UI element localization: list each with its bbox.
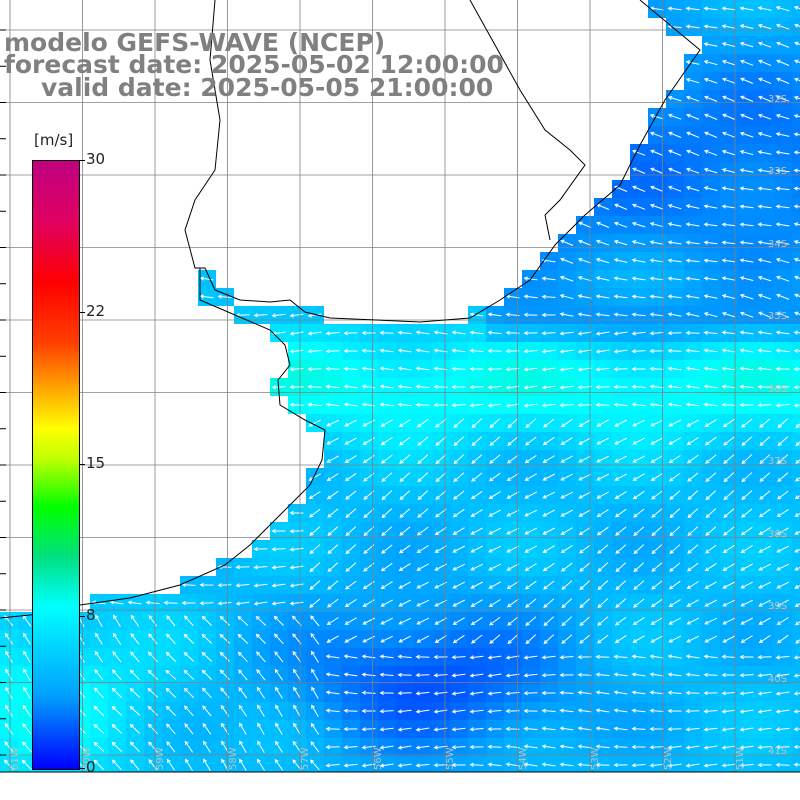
lon-label: 53W: [590, 747, 601, 770]
border-line: [184, 0, 221, 269]
lat-label: 41S: [768, 746, 787, 757]
colorbar-tick-30: 30: [86, 150, 106, 168]
lat-label: 40S: [768, 674, 787, 685]
lat-label: 33S: [768, 166, 787, 177]
lat-lon-grid: [0, 0, 800, 772]
lat-label: 35S: [768, 311, 787, 322]
model-title: modelo GEFS-WAVE (NCEP): [4, 28, 386, 57]
lon-label: 59W: [155, 747, 166, 770]
lon-label: 56W: [373, 747, 384, 770]
lat-label: 34S: [768, 239, 787, 250]
lat-label: 32S: [768, 94, 787, 105]
lon-label: 54W: [518, 747, 529, 770]
border-line: [469, 0, 586, 241]
lon-label: 57W: [300, 747, 311, 770]
colorbar-tick-0: 0: [86, 758, 96, 776]
colorbar-tick-mark: [79, 312, 85, 313]
colorbar-gradient: [32, 160, 80, 770]
lon-label: 58W: [228, 747, 239, 770]
colorbar-tick-mark: [79, 616, 85, 617]
valid-date: valid date: 2025-05-05 21:00:00: [41, 73, 494, 102]
lat-label: 36S: [768, 384, 787, 395]
forecast-date: forecast date: 2025-05-02 12:00:00: [4, 50, 504, 79]
colorbar-tick-mark: [79, 160, 85, 161]
axis-ticks: [0, 29, 6, 756]
colorbar-tick-22: 22: [86, 302, 106, 320]
wind-arrows: [3, 5, 800, 789]
lat-label: 38S: [768, 529, 787, 540]
colorbar-tick-mark: [79, 768, 85, 769]
colorbar-unit-label: [m/s]: [34, 131, 74, 149]
lon-label: 52W: [663, 747, 674, 770]
coastline: [0, 0, 701, 619]
map-bottom-margin: [0, 772, 800, 800]
lon-label: 51W: [735, 747, 746, 770]
lat-label: 39S: [768, 601, 787, 612]
lon-label: 55W: [445, 747, 456, 770]
colorbar-tick-8: 8: [86, 606, 96, 624]
lon-label: 61W: [10, 747, 21, 770]
lat-label: 37S: [768, 456, 787, 467]
lon-label: 60W: [82, 747, 93, 770]
colorbar: [m/s] 30 22 15 8 0: [0, 130, 120, 780]
colorbar-tick-15: 15: [86, 454, 106, 472]
colorbar-tick-mark: [79, 464, 85, 465]
